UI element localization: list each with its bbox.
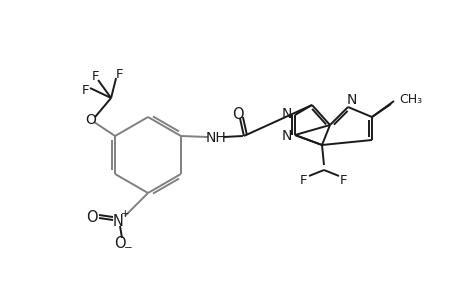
Text: CH₃: CH₃ <box>398 92 421 106</box>
Text: N: N <box>346 93 356 107</box>
Text: NH: NH <box>205 131 226 145</box>
Text: O: O <box>114 236 126 250</box>
Text: F: F <box>81 83 89 97</box>
Text: N: N <box>112 214 123 229</box>
Text: O: O <box>85 113 96 127</box>
Text: −: − <box>123 243 132 253</box>
Text: N: N <box>281 129 291 143</box>
Text: F: F <box>300 173 307 187</box>
Text: F: F <box>340 173 347 187</box>
Text: F: F <box>91 70 99 83</box>
Text: +: + <box>120 209 129 219</box>
Text: F: F <box>115 68 123 80</box>
Text: N: N <box>281 107 291 121</box>
Text: O: O <box>232 106 243 122</box>
Text: O: O <box>86 209 98 224</box>
